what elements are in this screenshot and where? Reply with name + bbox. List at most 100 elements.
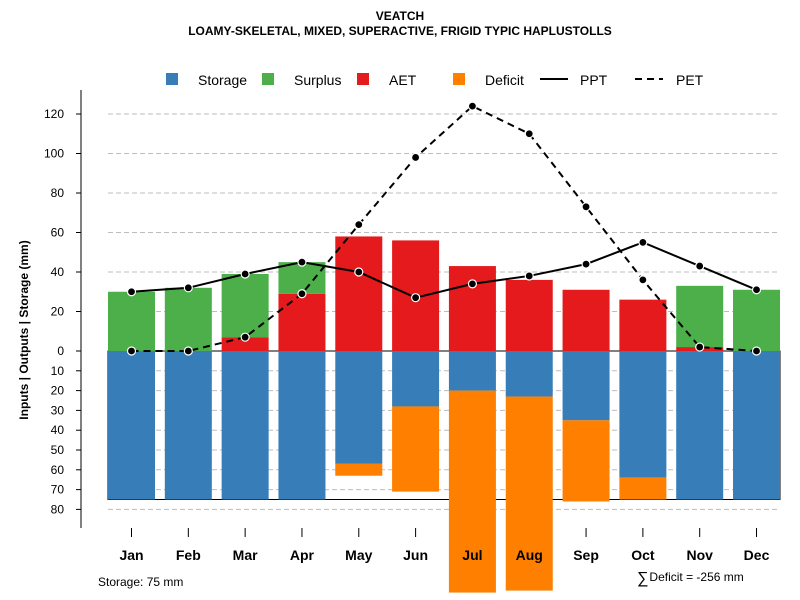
- chart-title: VEATCH: [375, 9, 425, 23]
- storage-bar: [562, 351, 610, 421]
- pet-point: [183, 346, 193, 356]
- surplus-bar: [108, 291, 155, 351]
- aet-bar: [619, 299, 667, 351]
- x-tick-label: Mar: [233, 547, 258, 563]
- x-tick-label: Jul: [462, 547, 482, 563]
- pet-point: [638, 275, 648, 285]
- deficit-bar: [335, 463, 383, 476]
- ppt-point: [467, 279, 478, 289]
- legend-label-aet: AET: [389, 72, 417, 88]
- surplus-bar: [278, 262, 326, 294]
- ppt-point: [126, 287, 137, 297]
- aet-bar: [505, 279, 553, 351]
- ppt-point: [751, 285, 762, 295]
- ppt-point: [524, 271, 534, 281]
- x-tick-label: Jun: [403, 547, 428, 563]
- y-tick-label: 80: [51, 502, 65, 516]
- aet-bar: [335, 236, 383, 351]
- x-tick-label: May: [345, 547, 372, 563]
- legend: Storage Surplus AET Deficit PPT PET: [166, 72, 704, 88]
- x-tick-label: Apr: [290, 547, 315, 563]
- storage-bar: [335, 351, 383, 464]
- x-tick-label: Dec: [744, 547, 770, 563]
- ppt-point: [354, 267, 364, 277]
- chart-subtitle: LOAMY-SKELETAL, MIXED, SUPERACTIVE, FRIG…: [188, 24, 612, 38]
- y-tick-label: 20: [51, 305, 65, 319]
- legend-label-deficit: Deficit: [485, 72, 524, 88]
- pet-point: [354, 220, 364, 230]
- y-tick-label: 40: [51, 423, 65, 437]
- legend-swatch-aet: [357, 73, 369, 85]
- y-tick-label: 30: [51, 403, 65, 417]
- storage-bar: [278, 351, 326, 500]
- legend-swatch-deficit: [453, 73, 465, 85]
- deficit-bar: [619, 477, 667, 500]
- x-tick-label: Aug: [516, 547, 543, 563]
- storage-bar: [448, 351, 496, 391]
- surplus-bar: [733, 289, 781, 351]
- y-tick-label: 0: [57, 344, 64, 358]
- storage-bar: [676, 351, 724, 500]
- tick-labels: 0 20 40 60 80 100 120 10 20 30 40 50 60 70 80 Inputs | …: [17, 107, 770, 563]
- pet-point: [411, 152, 421, 163]
- legend-label-pet: PET: [676, 72, 704, 88]
- aet-bar: [448, 266, 496, 351]
- ppt-point: [411, 293, 421, 303]
- ppt-point: [297, 257, 307, 267]
- summation-symbol: ∑: [637, 570, 649, 587]
- deficit-bar: [392, 406, 440, 492]
- x-tick-label: Nov: [686, 547, 713, 563]
- y-tick-label: 70: [51, 483, 65, 497]
- x-tick-label: Oct: [631, 547, 655, 563]
- x-tick-label: Feb: [176, 547, 201, 563]
- ppt-point: [695, 261, 705, 271]
- legend-label-storage: Storage: [198, 72, 247, 88]
- aet-bar: [562, 289, 610, 351]
- gridlines: [108, 113, 780, 510]
- pet-point: [524, 129, 534, 139]
- ppt-point: [581, 259, 591, 269]
- total-deficit-note: ∑Deficit = -256 mm: [637, 570, 744, 588]
- storage-capacity-note: Storage: 75 mm: [98, 575, 184, 589]
- storage-bar: [392, 351, 440, 407]
- surplus-bar: [676, 285, 724, 348]
- legend-swatch-storage: [166, 73, 178, 85]
- storage-bar: [505, 351, 553, 397]
- y-tick-label: 80: [51, 186, 65, 200]
- ppt-point: [638, 237, 648, 247]
- storage-bar: [733, 351, 781, 500]
- aet-bar: [278, 293, 326, 351]
- deficit-bar: [448, 390, 496, 593]
- pet-point: [467, 101, 478, 111]
- legend-label-ppt: PPT: [580, 72, 608, 88]
- ppt-point: [183, 283, 193, 293]
- legend-label-surplus: Surplus: [294, 72, 341, 88]
- y-tick-label: 100: [44, 147, 64, 161]
- pet-point: [240, 332, 250, 342]
- y-tick-label: 60: [51, 463, 65, 477]
- series-lines: [126, 101, 762, 356]
- storage-bar: [619, 351, 667, 478]
- storage-bar: [108, 351, 155, 500]
- ppt-line: [131, 241, 757, 299]
- y-tick-label: 10: [51, 364, 65, 378]
- pet-point: [126, 346, 137, 356]
- storage-bar: [221, 351, 269, 500]
- pet-line: [131, 104, 757, 352]
- y-tick-label: 60: [51, 226, 65, 240]
- pet-point: [297, 289, 307, 299]
- y-axis-title: Inputs | Outputs | Storage (mm): [17, 240, 31, 419]
- surplus-bar: [221, 273, 269, 338]
- aet-bar: [221, 337, 269, 351]
- x-tick-label: Jan: [119, 547, 143, 563]
- y-tick-label: 20: [51, 384, 65, 398]
- storage-bar: [164, 351, 212, 500]
- total-deficit-text: Deficit = -256 mm: [649, 570, 744, 584]
- deficit-bar: [562, 420, 610, 502]
- y-tick-label: 120: [44, 107, 64, 121]
- y-tick-label: 50: [51, 443, 65, 457]
- bars: [108, 236, 781, 593]
- ppt-point: [240, 269, 250, 279]
- deficit-bar: [505, 396, 553, 591]
